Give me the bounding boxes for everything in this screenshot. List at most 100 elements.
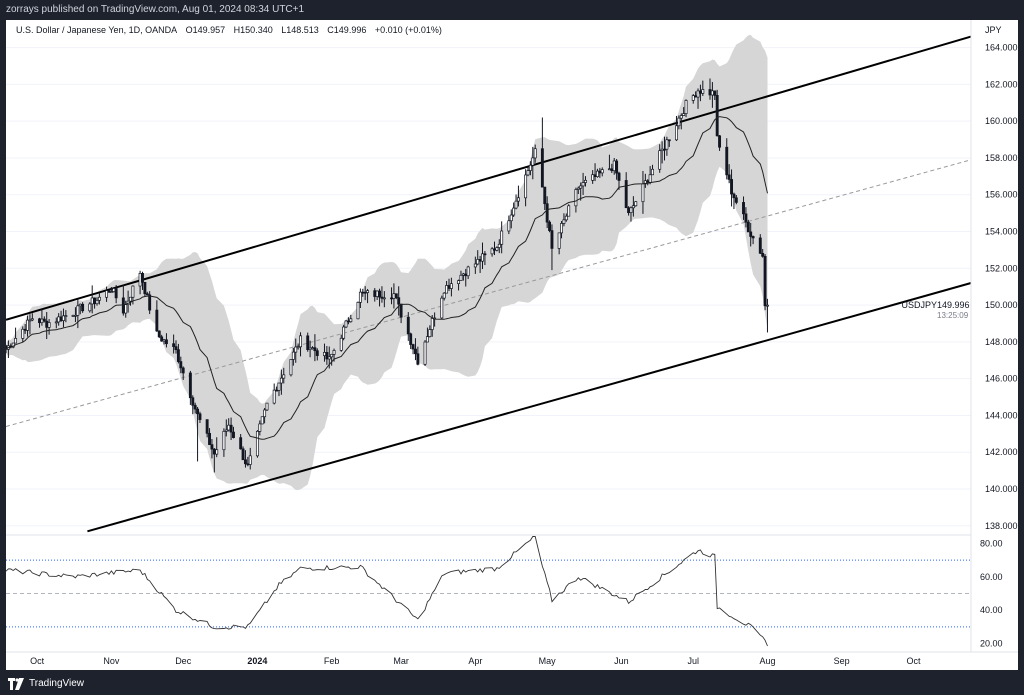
candle-body <box>308 347 312 350</box>
candle-body <box>179 361 183 369</box>
candle-body <box>459 274 463 281</box>
candle <box>567 204 571 217</box>
candle-body <box>71 315 75 317</box>
channel-mid-line[interactable] <box>6 159 972 427</box>
candle-body <box>342 326 346 339</box>
candle-body <box>567 205 571 217</box>
candle <box>751 235 755 245</box>
rsi-tick-label: 40.00 <box>980 605 1003 615</box>
candle <box>394 293 398 300</box>
candle <box>397 286 401 316</box>
candle <box>675 115 678 141</box>
channel-lower-line[interactable] <box>87 282 972 533</box>
candle-body <box>445 285 449 294</box>
candle-body <box>363 291 367 294</box>
candle-body <box>361 291 365 294</box>
candle-body <box>698 90 702 94</box>
candle-body <box>524 174 528 199</box>
candle-body <box>143 281 147 295</box>
candle <box>315 348 319 361</box>
candle <box>682 107 686 117</box>
candle-body <box>409 333 413 345</box>
candle-body <box>414 348 417 355</box>
candle <box>291 347 295 366</box>
candle-body <box>596 170 599 178</box>
candle <box>531 146 535 180</box>
candle-body <box>449 283 453 289</box>
candle-body <box>627 207 631 214</box>
channel-upper-line[interactable] <box>6 35 972 321</box>
price-tick-label: 144.000 <box>985 410 1018 420</box>
candle-body <box>289 359 293 376</box>
candle <box>701 80 705 96</box>
candle <box>330 353 334 366</box>
candle <box>157 330 161 339</box>
candle-body <box>466 266 470 277</box>
chart-panel[interactable]: JPY 164.000 162.000 160.000 158.000 156.000 15… <box>6 20 1018 670</box>
candle-body <box>208 432 211 445</box>
candle <box>562 213 566 227</box>
candle-body <box>416 353 420 365</box>
candle <box>145 291 149 296</box>
candle <box>62 308 65 328</box>
candle-body <box>188 372 192 399</box>
candle-body <box>394 293 398 298</box>
candle-body <box>442 292 446 299</box>
time-tick-label: Oct <box>907 656 922 666</box>
candle-body <box>732 193 736 199</box>
rsi-tick-label: 80.00 <box>980 538 1003 548</box>
legend-open: O149.957 <box>185 25 226 35</box>
candle-body <box>258 423 262 432</box>
candle <box>95 297 99 306</box>
candle <box>540 117 544 188</box>
candle <box>414 338 417 361</box>
candle <box>543 186 547 210</box>
price-tick-label: 152.000 <box>985 263 1018 273</box>
candle-body <box>109 291 113 293</box>
candle-body <box>667 139 671 142</box>
candle <box>449 277 453 297</box>
candle-body <box>766 304 769 307</box>
price-tick-label: 162.000 <box>985 79 1018 89</box>
candle-body <box>294 346 298 353</box>
candle-body <box>691 95 695 101</box>
candle-body <box>543 186 547 205</box>
time-tick-label: Sep <box>834 656 850 666</box>
publisher-header: zorrays published on TradingView.com, Au… <box>6 4 305 15</box>
candle <box>258 420 262 436</box>
candle-body <box>507 220 511 232</box>
candle-body <box>176 349 180 362</box>
candle-body <box>746 221 750 233</box>
chart-canvas[interactable]: JPY 164.000 162.000 160.000 158.000 156.000 15… <box>6 20 1018 670</box>
candle-body <box>634 201 638 207</box>
candle <box>208 428 211 445</box>
candle <box>349 314 353 323</box>
candle-body <box>600 169 604 174</box>
candle <box>679 113 683 130</box>
candle-body <box>406 316 410 335</box>
candle <box>164 333 168 348</box>
candle <box>88 302 92 313</box>
price-tick-label: 140.000 <box>985 484 1018 494</box>
candle <box>47 319 51 335</box>
candle <box>272 383 276 405</box>
footer-brand[interactable]: TradingView <box>29 678 85 689</box>
candle-body <box>710 90 714 96</box>
candle-body <box>193 404 197 410</box>
candle <box>193 402 197 414</box>
candle-body <box>241 448 245 461</box>
candle <box>533 144 537 163</box>
candle <box>634 201 638 207</box>
candle-body <box>742 202 745 215</box>
candle-body <box>663 148 666 151</box>
candle-body <box>42 318 46 322</box>
candle-body <box>713 90 717 96</box>
candle-body <box>682 113 686 116</box>
candle-body <box>531 157 535 166</box>
candle-body <box>344 320 348 328</box>
candle-body <box>38 318 41 324</box>
candle-body <box>382 297 386 300</box>
candle-body <box>191 397 195 406</box>
time-tick-label: Nov <box>103 656 120 666</box>
candle <box>244 450 247 468</box>
